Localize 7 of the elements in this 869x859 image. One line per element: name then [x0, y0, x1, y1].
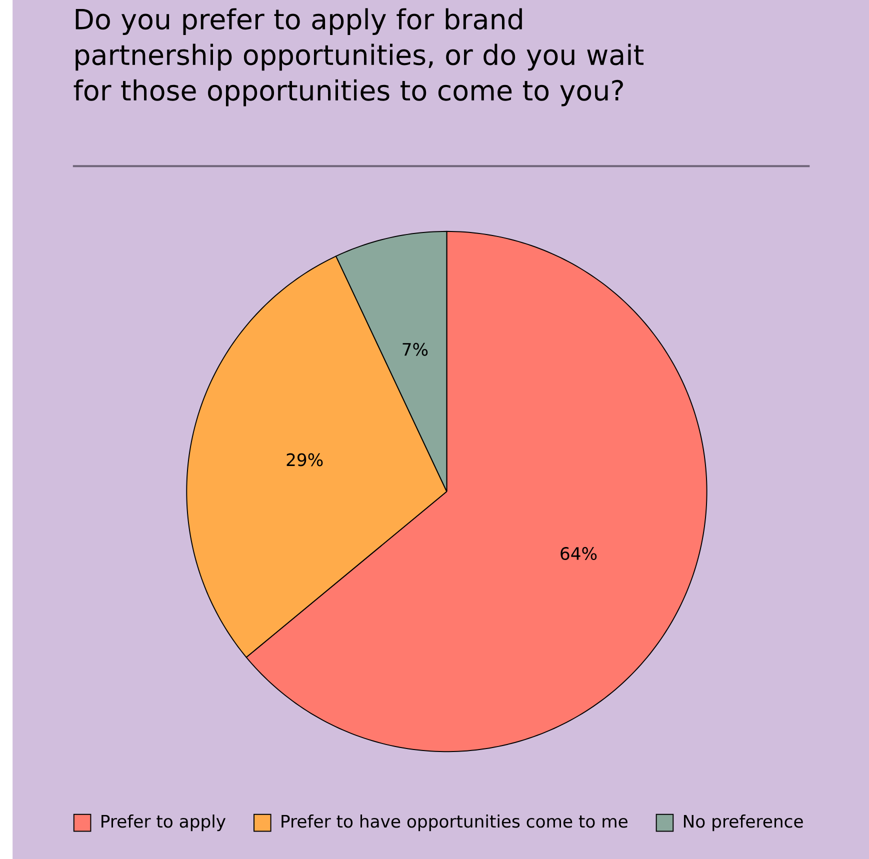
- data-label: 29%: [286, 453, 323, 466]
- data-label: 7%: [402, 342, 428, 356]
- data-label: 64%: [560, 546, 597, 560]
- chart-title: Do you prefer to apply for brand partnership opportunities, or do you wait for those opportunities to come to you?: [74, 8, 644, 106]
- legend-label: No preference: [684, 814, 803, 831]
- legend-label: Prefer to apply: [102, 814, 226, 831]
- legend-label: Prefer to have opportunities come to me: [282, 814, 628, 831]
